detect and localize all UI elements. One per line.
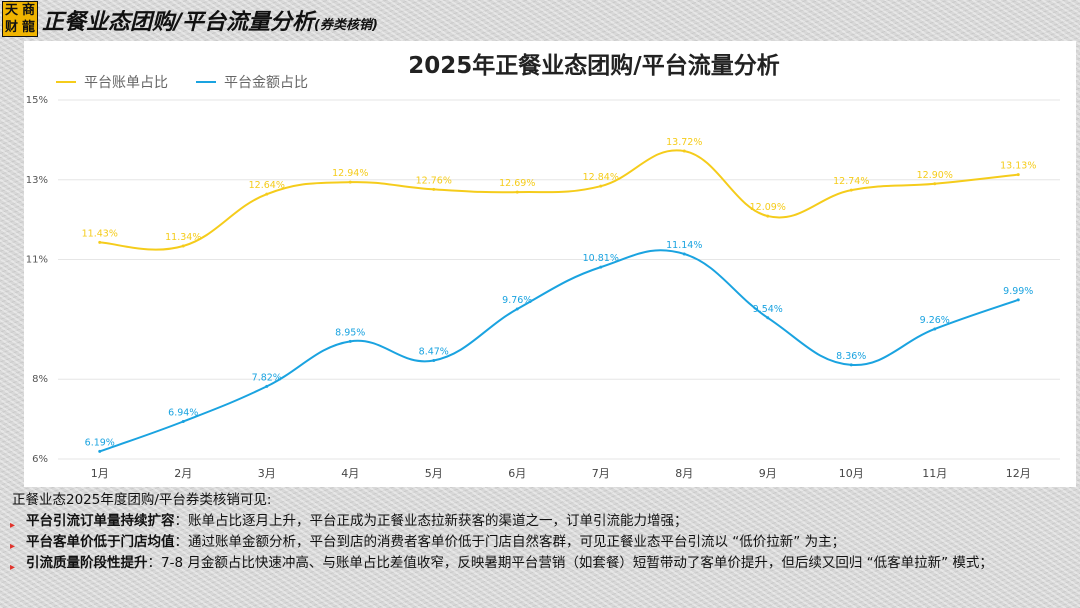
- bullet-marker-icon: ▸: [10, 520, 16, 531]
- x-tick-label: 3月: [258, 467, 276, 480]
- data-point: [181, 244, 185, 248]
- y-tick-label: 15%: [26, 95, 48, 106]
- note-text: ：通过账单金额分析，平台到店的消费者客单价低于门店自然客群，可见正餐业态平台引流…: [174, 534, 846, 550]
- data-label: 11.14%: [666, 240, 702, 251]
- data-point: [766, 214, 770, 218]
- data-label: 12.90%: [917, 170, 953, 181]
- series-line-2: [99, 249, 1019, 453]
- note-text: ：账单占比逐月上升，平台正成为正餐业态拉新获客的渠道之一，订单引流能力增强；: [174, 513, 688, 529]
- data-label: 12.84%: [583, 172, 619, 183]
- legend-label: 平台金额占比: [224, 75, 308, 91]
- data-label: 9.54%: [753, 304, 783, 315]
- note-text: ：7-8 月金额占比快速冲高、与账单占比差值收窄，反映暑期平台营销（如套餐）短暂…: [147, 555, 993, 571]
- logo-char: 财: [4, 20, 18, 35]
- x-tick-label: 4月: [341, 467, 359, 480]
- data-point: [348, 339, 352, 343]
- data-point: [265, 192, 269, 196]
- note-heading: 平台客单价低于门店均值: [26, 534, 175, 550]
- data-point: [515, 190, 519, 194]
- data-label: 12.74%: [833, 176, 869, 187]
- data-point: [98, 449, 102, 453]
- x-tick-label: 9月: [759, 467, 777, 480]
- data-label: 12.69%: [499, 178, 535, 189]
- page-title-sub: (券类核销): [314, 18, 378, 33]
- y-tick-label: 8%: [32, 374, 48, 385]
- x-tick-label: 5月: [425, 467, 443, 480]
- data-point: [849, 188, 853, 192]
- note-bullet-2: ▸ 平台客单价低于门店均值：通过账单金额分析，平台到店的消费者客单价低于门店自然…: [6, 532, 1074, 553]
- note-bullet-1: ▸ 平台引流订单量持续扩容：账单占比逐月上升，平台正成为正餐业态拉新获客的渠道之…: [6, 511, 1074, 532]
- data-label: 8.36%: [836, 351, 866, 362]
- data-point: [432, 187, 436, 191]
- data-point: [515, 307, 519, 311]
- data-label: 11.43%: [82, 228, 118, 239]
- data-label: 13.13%: [1000, 161, 1036, 172]
- data-label: 8.95%: [335, 327, 365, 338]
- data-label: 8.47%: [419, 346, 449, 357]
- data-point: [265, 384, 269, 388]
- data-label: 12.64%: [249, 180, 285, 191]
- data-point: [98, 240, 102, 244]
- y-tick-label: 6%: [32, 454, 48, 465]
- data-label: 6.19%: [85, 437, 115, 448]
- data-label: 12.94%: [332, 168, 368, 179]
- logo-char: 龍: [21, 20, 35, 35]
- data-label: 12.09%: [750, 202, 786, 213]
- data-label: 13.72%: [666, 137, 702, 148]
- logo-char: 天: [4, 3, 18, 18]
- data-label: 9.99%: [1003, 286, 1033, 297]
- data-point: [849, 363, 853, 367]
- x-tick-label: 2月: [174, 467, 192, 480]
- data-point: [933, 182, 937, 186]
- data-label: 10.81%: [583, 253, 619, 264]
- data-point: [682, 149, 686, 153]
- data-point: [766, 316, 770, 320]
- y-tick-label: 13%: [26, 175, 48, 186]
- data-label: 11.34%: [165, 232, 201, 243]
- data-point: [599, 184, 603, 188]
- data-label: 7.82%: [252, 372, 282, 383]
- x-tick-label: 10月: [839, 467, 864, 480]
- x-tick-label: 7月: [592, 467, 610, 480]
- notes-intro: 正餐业态2025年度团购/平台券类核销可见:: [12, 492, 272, 508]
- note-heading: 平台引流订单量持续扩容: [26, 513, 175, 529]
- page-title-main: 正餐业态团购/平台流量分析: [42, 10, 315, 35]
- data-point: [1016, 298, 1020, 302]
- logo-char: 商: [21, 3, 35, 18]
- bullet-marker-icon: ▸: [10, 541, 16, 552]
- x-tick-label: 12月: [1006, 467, 1031, 480]
- x-tick-label: 11月: [922, 467, 947, 480]
- legend-label: 平台账单占比: [84, 75, 168, 91]
- x-tick-label: 8月: [675, 467, 693, 480]
- x-tick-label: 6月: [508, 467, 526, 480]
- series-line-1: [99, 149, 1019, 251]
- page-title: 正餐业态团购/平台流量分析(券类核销): [42, 4, 378, 36]
- analysis-notes: 正餐业态2025年度团购/平台券类核销可见: ▸ 平台引流订单量持续扩容：账单占…: [6, 490, 1074, 574]
- brand-logo: 天 商 财 龍: [2, 1, 38, 37]
- data-label: 12.76%: [416, 175, 452, 186]
- line-chart: 2025年正餐业态团购/平台流量分析 6% 8% 11% 13% 15% 1月 2月 3月 4月 5…: [26, 52, 1060, 480]
- y-tick-label: 11%: [26, 255, 48, 266]
- chart-title: 2025年正餐业态团购/平台流量分析: [408, 52, 779, 79]
- data-point: [432, 358, 436, 362]
- chart-panel: 2025年正餐业态团购/平台流量分析 6% 8% 11% 13% 15% 1月 2月 3月 4月 5…: [24, 41, 1076, 487]
- data-point: [682, 252, 686, 256]
- note-heading: 引流质量阶段性提升: [26, 555, 148, 571]
- x-tick-label: 1月: [91, 467, 109, 480]
- data-label: 9.26%: [920, 315, 950, 326]
- bullet-marker-icon: ▸: [10, 562, 16, 573]
- data-label: 6.94%: [168, 408, 198, 419]
- data-point: [1016, 173, 1020, 177]
- data-point: [933, 327, 937, 331]
- data-label: 9.76%: [502, 295, 532, 306]
- data-point: [348, 180, 352, 184]
- note-bullet-3: ▸ 引流质量阶段性提升：7-8 月金额占比快速冲高、与账单占比差值收窄，反映暑期…: [6, 553, 1074, 574]
- data-point: [599, 265, 603, 269]
- data-point: [181, 420, 185, 424]
